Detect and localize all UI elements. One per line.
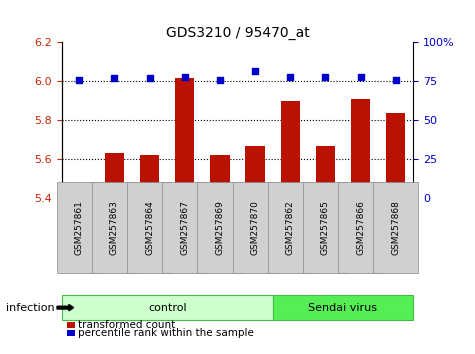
Text: GSM257868: GSM257868 [391,200,400,255]
Bar [316,146,335,198]
Point [251,68,259,73]
Point [357,74,364,80]
Text: control: control [148,303,187,313]
Point [76,77,83,83]
Text: GSM257865: GSM257865 [321,200,330,255]
Bar [70,185,89,198]
Point [111,75,118,81]
Point [392,77,399,83]
Bar [281,101,300,198]
Bar [386,113,405,198]
Text: infection: infection [6,303,55,313]
Text: GSM257870: GSM257870 [251,200,259,255]
Text: GSM257867: GSM257867 [180,200,189,255]
Text: GSM257866: GSM257866 [356,200,365,255]
Text: Sendai virus: Sendai virus [308,303,378,313]
Point [146,75,153,81]
Title: GDS3210 / 95470_at: GDS3210 / 95470_at [166,26,309,40]
Text: GSM257863: GSM257863 [110,200,119,255]
Text: GSM257864: GSM257864 [145,200,154,255]
Text: GSM257861: GSM257861 [75,200,84,255]
Bar [140,155,159,198]
Bar [351,99,370,198]
Point [322,74,329,80]
Text: transformed count: transformed count [78,320,176,330]
Bar [175,78,194,198]
Bar [210,155,229,198]
Text: GSM257869: GSM257869 [216,200,224,255]
Bar [105,154,124,198]
Point [216,77,224,83]
Bar [246,146,265,198]
Point [181,74,189,80]
Point [286,74,294,80]
Text: percentile rank within the sample: percentile rank within the sample [78,328,254,338]
Text: GSM257862: GSM257862 [286,200,294,255]
